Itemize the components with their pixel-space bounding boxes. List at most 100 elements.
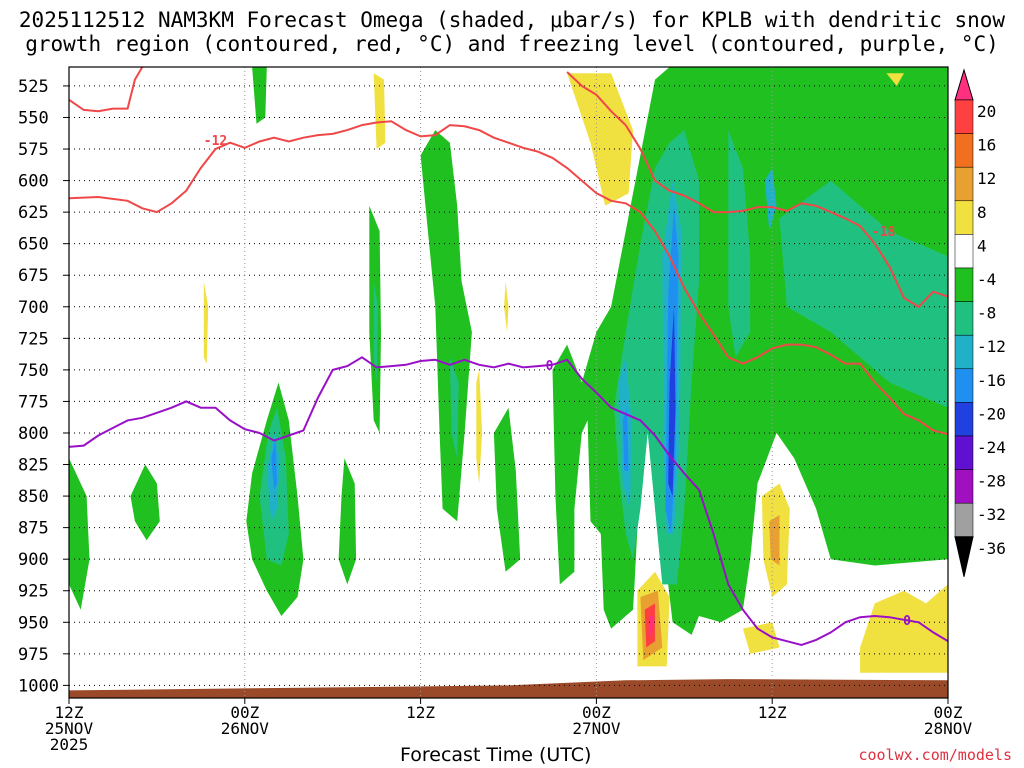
colorbar-swatch-11 (954, 435, 974, 470)
colorbar-swatch-5 (954, 234, 974, 269)
xtick-label-0-0: 12Z (55, 703, 84, 722)
ytick-label-975: 975 (18, 645, 49, 665)
colorbar-swatch-7 (954, 301, 974, 336)
omega-region-19 (764, 168, 777, 232)
contour-label-dgz-warm: -12 (204, 134, 227, 149)
colorbar-label-2: 12 (977, 169, 996, 188)
dgz-upper-right-contour (566, 71, 949, 309)
omega-region-33 (769, 515, 780, 566)
xtick-label-60-0: 00Z (934, 703, 963, 722)
contour-lines: -12 -18 0 0 (68, 66, 949, 647)
ytick-label-925: 925 (18, 582, 49, 602)
ytick-label-850: 850 (18, 487, 49, 507)
colorbar-swatch-4 (954, 200, 974, 235)
xtick-label-0-1: 25NOV (45, 719, 94, 738)
omega-region-11 (449, 357, 459, 459)
ytick-label-550: 550 (18, 108, 49, 128)
ytick-label-950: 950 (18, 613, 49, 633)
ytick-label-650: 650 (18, 235, 49, 255)
colorbar-label-1: 16 (977, 136, 996, 155)
omega-region-36 (886, 73, 904, 86)
ground-fill (69, 679, 948, 698)
omega-region-16 (779, 180, 948, 408)
colorbar-label-6: -8 (977, 304, 996, 323)
xtick-label-48-0: 12Z (758, 703, 787, 722)
colorbar-swatch-2 (954, 133, 974, 168)
xtick-label-60-1: 28NOV (924, 719, 973, 738)
colorbar-swatch-10 (954, 402, 974, 437)
colorbar-label-12: -32 (977, 505, 1006, 524)
omega-region-34 (860, 584, 948, 673)
colorbar-label-8: -16 (977, 371, 1006, 390)
ytick-label-900: 900 (18, 550, 49, 570)
colorbar-label-9: -20 (977, 404, 1006, 423)
ytick-label-600: 600 (18, 172, 49, 192)
omega-region-26 (476, 369, 483, 484)
ytick-label-825: 825 (18, 456, 49, 476)
xtick-label-12-0: 00Z (230, 703, 259, 722)
colorbar-label-5: -4 (977, 270, 996, 289)
credit-link[interactable]: coolwx.com/models (858, 746, 1012, 764)
colorbar-swatch-8 (954, 334, 974, 370)
ytick-label-800: 800 (18, 424, 49, 444)
omega-region-6 (252, 67, 267, 124)
ytick-label-625: 625 (18, 203, 49, 223)
colorbar-swatch-6 (954, 267, 974, 302)
omega-region-9 (338, 458, 357, 585)
xtick-label-24-0: 12Z (406, 703, 435, 722)
ytick-label-775: 775 (18, 392, 49, 412)
colorbar-label-11: -28 (977, 472, 1006, 491)
contour-label-freezing-1: 0 (546, 359, 554, 374)
xtick-label-36-1: 27NOV (572, 719, 621, 738)
omega-region-4 (69, 458, 90, 610)
colorbar-swatch-12 (954, 469, 974, 504)
chart-title-line-1: 2025112512 NAM3KM Forecast Omega (shaded… (18, 8, 1006, 32)
omega-region-23 (567, 73, 633, 206)
ytick-label-575: 575 (18, 140, 49, 160)
axes: 525 550 575 600 625 650 675 700 725 750 775 800 825 8… (18, 66, 973, 754)
freezing-level-contour (68, 356, 949, 647)
dgz-upper-contour (68, 66, 144, 113)
colorbar-swatch-1 (954, 99, 974, 134)
contour-label-freezing-2: 0 (903, 614, 911, 629)
ytick-label-525: 525 (18, 77, 49, 97)
xtick-label-0-2: 2025 (50, 735, 89, 754)
contour-label-dgz-cold: -18 (872, 225, 896, 240)
omega-region-25 (203, 281, 209, 364)
omega-region-35 (742, 622, 780, 654)
ground-terrain (69, 679, 948, 698)
colorbar-label-4: 4 (977, 236, 987, 255)
omega-region-12 (493, 407, 521, 572)
chart-title-line-2: growth region (contoured, red, °C) and f… (25, 32, 999, 56)
x-axis-title: Forecast Time (UTC) (400, 744, 592, 766)
ytick-label-875: 875 (18, 519, 49, 539)
colorbar-swatch-9 (954, 368, 974, 403)
colorbar-label-10: -24 (977, 438, 1006, 457)
omega-region-10 (420, 130, 472, 522)
ytick-label-725: 725 (18, 329, 49, 349)
omega-region-20 (622, 407, 629, 471)
dgz-lower-contour (68, 120, 949, 436)
colorbar-label-7: -12 (977, 337, 1006, 356)
colorbar-label-13: -36 (977, 539, 1006, 558)
omega-region-22 (668, 306, 676, 497)
colorbar-swatch-13 (954, 502, 974, 538)
colorbar-swatch-3 (954, 166, 974, 202)
omega-region-31 (649, 616, 654, 638)
ytick-label-1000: 1000 (18, 676, 59, 696)
ytick-label-700: 700 (18, 298, 49, 318)
colorbar-label-3: 8 (977, 203, 987, 222)
xtick-label-12-1: 26NOV (221, 719, 270, 738)
ytick-label-675: 675 (18, 266, 49, 286)
colorbar-cap-top (954, 68, 974, 101)
ytick-label-750: 750 (18, 361, 49, 381)
omega-region-24 (373, 73, 386, 149)
colorbar-cap-bottom (954, 536, 974, 577)
colorbar-label-0: 20 (977, 102, 996, 121)
omega-region-27 (504, 281, 509, 332)
omega-region-5 (130, 464, 160, 541)
colorbar: 20 16 12 8 4 -4 -8 -12 -16 -20 -24 -28 -32 -36 (954, 68, 1006, 577)
omega-shading (69, 67, 948, 673)
plot-frame (68, 66, 949, 699)
